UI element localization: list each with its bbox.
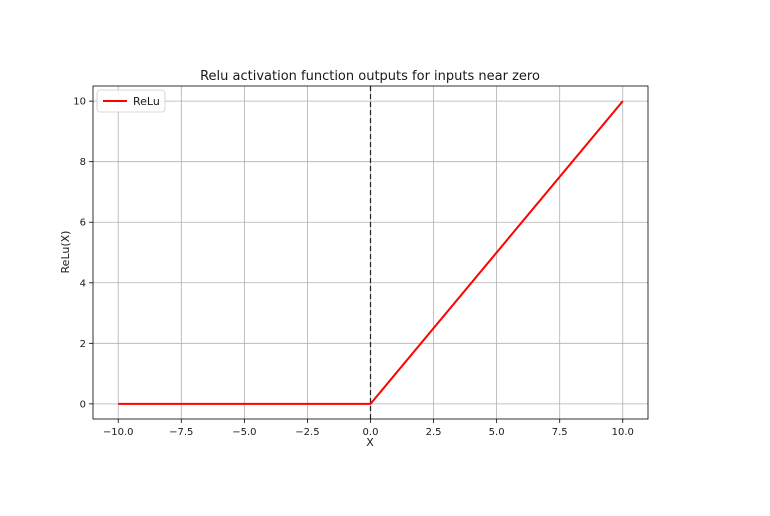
series-line-relu bbox=[118, 100, 624, 405]
x-tick-label: 0.0 bbox=[363, 427, 379, 438]
x-tick-label: −10.0 bbox=[103, 427, 134, 438]
y-tick-label: 2 bbox=[80, 339, 86, 350]
chart-title: Relu activation function outputs for inp… bbox=[200, 69, 540, 84]
x-axis-ticks: −10.0 −7.5 −5.0 −2.5 0.0 2.5 5.0 7.5 10.0 bbox=[103, 419, 634, 438]
legend-box bbox=[96, 89, 166, 113]
legend-label-relu: ReLu bbox=[133, 95, 160, 108]
x-axis-label: X bbox=[366, 436, 374, 449]
x-tick-label: −2.5 bbox=[295, 427, 319, 438]
x-tick-label: −7.5 bbox=[169, 427, 193, 438]
y-tick-label: 8 bbox=[80, 157, 86, 168]
y-tick-label: 10 bbox=[73, 97, 86, 108]
x-tick-label: 5.0 bbox=[489, 427, 505, 438]
y-axis-ticks: 0 2 4 6 8 10 bbox=[73, 97, 93, 410]
y-tick-label: 4 bbox=[80, 278, 86, 289]
x-tick-label: 2.5 bbox=[426, 427, 442, 438]
y-tick-label: 0 bbox=[80, 399, 86, 410]
x-tick-label: −5.0 bbox=[232, 427, 256, 438]
y-axis-label: ReLu(X) bbox=[59, 231, 72, 274]
legend: ReLu bbox=[96, 89, 166, 113]
x-tick-label: 7.5 bbox=[552, 427, 568, 438]
x-tick-label: 10.0 bbox=[612, 427, 634, 438]
y-tick-label: 6 bbox=[80, 218, 86, 229]
series-layer bbox=[118, 100, 624, 405]
